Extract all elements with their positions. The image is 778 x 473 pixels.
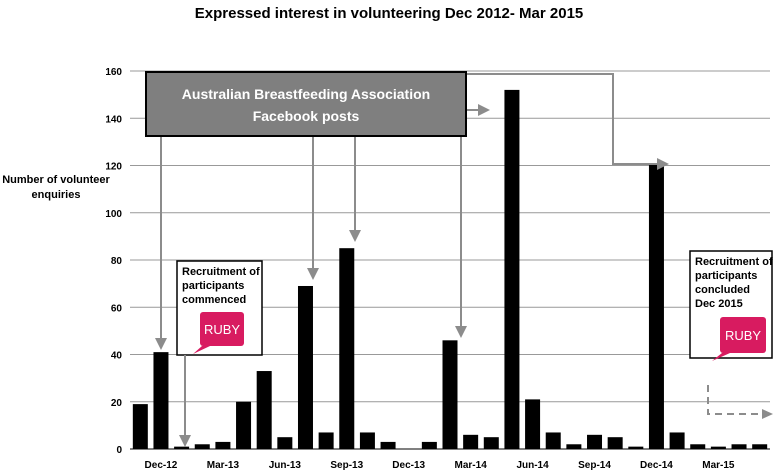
facebook-box-line-1: Australian Breastfeeding Association	[182, 86, 430, 102]
x-tick-label: Mar-13	[207, 460, 240, 471]
x-tick-label: Sep-13	[330, 460, 363, 471]
chart-title: Expressed interest in volunteering Dec 2…	[195, 5, 584, 22]
bar	[153, 352, 169, 449]
y-axis-label-line: Number of volunteer	[2, 174, 110, 186]
bar	[318, 432, 334, 449]
bar	[297, 285, 313, 449]
recruitment-start-line-1: Recruitment of	[182, 266, 260, 278]
x-tick-label: Sep-14	[578, 460, 611, 471]
recruitment-start-callout: Recruitment of participants commenced RU…	[176, 260, 263, 447]
ruby-logo-icon: RUBY	[712, 317, 766, 361]
bar	[669, 432, 685, 449]
y-tick-label: 0	[116, 445, 122, 456]
x-tick-label: Jun-13	[269, 460, 302, 471]
bar	[442, 340, 458, 449]
recruitment-end-line-1: Recruitment of	[695, 256, 773, 268]
bar	[752, 444, 768, 449]
x-tick-label: Mar-14	[455, 460, 488, 471]
recruitment-end-line-2: participants	[695, 270, 757, 282]
bar	[215, 441, 231, 449]
facebook-arrows	[155, 73, 669, 350]
x-tick-label: Dec-12	[145, 460, 178, 471]
x-tick-label: Dec-13	[392, 460, 425, 471]
bar	[483, 437, 499, 449]
bar	[463, 434, 479, 449]
bar	[587, 434, 603, 449]
y-tick-label: 100	[105, 209, 122, 220]
bar	[339, 248, 355, 449]
bar	[648, 163, 664, 449]
bar	[194, 444, 210, 449]
recruitment-end-callout: Recruitment of participants concluded De…	[689, 250, 773, 419]
y-tick-label: 140	[105, 114, 122, 125]
x-tick-label: Mar-15	[702, 460, 735, 471]
bar	[525, 399, 541, 449]
bar	[236, 401, 252, 449]
bar	[504, 89, 520, 450]
bars	[132, 89, 768, 450]
recruitment-start-line-2: participants	[182, 280, 244, 292]
y-tick-label: 60	[111, 303, 123, 314]
x-tick-label: Jun-14	[516, 460, 549, 471]
y-axis-label-line: enquiries	[32, 189, 81, 201]
facebook-posts-box: Australian Breastfeeding Association Fac…	[145, 71, 467, 137]
y-tick-label: 120	[105, 162, 122, 173]
y-axis-label: Number of volunteer enquiries	[2, 174, 110, 201]
x-tick-label: Dec-14	[640, 460, 673, 471]
bar	[710, 446, 726, 449]
bar	[421, 441, 437, 449]
bar	[359, 432, 375, 449]
ruby-logo-text: RUBY	[725, 328, 761, 343]
recruitment-end-line-4: Dec 2015	[695, 298, 743, 310]
ruby-logo-text: RUBY	[204, 322, 240, 337]
x-tick-labels: Dec-12 Mar-13 Jun-13 Sep-13 Dec-13 Mar-14 Jun-…	[145, 460, 735, 471]
y-tick-labels: 0 20 40 60 80 100 120 140 160	[105, 67, 122, 456]
recruitment-start-line-3: commenced	[182, 294, 246, 306]
bar	[132, 404, 148, 449]
bar	[731, 444, 747, 449]
bar	[628, 446, 644, 449]
y-tick-label: 80	[111, 256, 123, 267]
y-tick-label: 20	[111, 398, 123, 409]
bar	[174, 446, 190, 449]
bar	[277, 437, 293, 449]
y-tick-label: 40	[111, 351, 123, 362]
bar	[690, 444, 706, 449]
bar	[607, 437, 623, 449]
bar	[380, 441, 396, 449]
bar	[256, 371, 272, 449]
ruby-logo-icon: RUBY	[193, 312, 244, 354]
bar	[545, 432, 561, 449]
y-tick-label: 160	[105, 67, 122, 78]
recruitment-end-line-3: concluded	[695, 284, 750, 296]
bar	[566, 444, 582, 449]
facebook-box-line-2: Facebook posts	[253, 108, 360, 124]
